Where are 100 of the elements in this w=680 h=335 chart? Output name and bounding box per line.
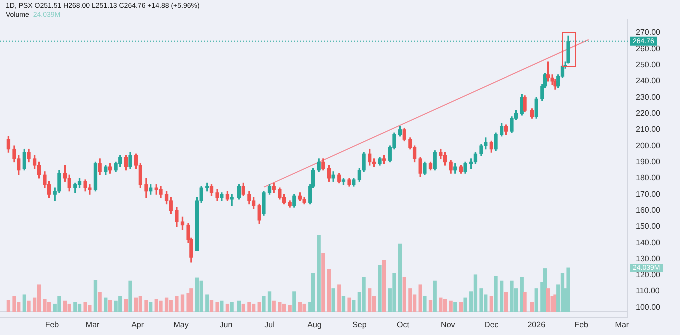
y-tick-label: 260.00: [636, 44, 662, 54]
bar: [22, 294, 26, 312]
bar: [322, 253, 326, 312]
y-tick-label: 180.00: [636, 174, 662, 183]
bar: [464, 298, 468, 312]
bar: [43, 299, 47, 312]
x-tick-label: 2026: [528, 320, 546, 330]
bar: [332, 288, 336, 312]
y-tick-label: 200.00: [636, 141, 662, 150]
bar: [195, 278, 200, 312]
bar: [382, 260, 386, 312]
bar: [368, 288, 372, 312]
x-tick-label: May: [174, 320, 189, 330]
bar: [63, 300, 68, 312]
bar: [242, 304, 246, 312]
bar: [12, 296, 16, 312]
bar: [317, 235, 321, 312]
bar: [128, 280, 132, 312]
bar: [149, 302, 153, 312]
y-tick-label: 250.00: [636, 60, 662, 70]
y-tick-label: 170.00: [636, 190, 662, 199]
x-tick-label: Jul: [264, 320, 276, 330]
bar: [348, 298, 352, 312]
bar: [258, 302, 262, 312]
bar: [378, 265, 382, 312]
bar: [566, 268, 570, 312]
bar: [272, 300, 276, 312]
bar: [278, 302, 282, 312]
x-tick-label: Mar: [86, 320, 100, 330]
bar: [180, 294, 185, 312]
bar: [530, 302, 534, 312]
bar: [490, 296, 494, 312]
bar: [58, 296, 62, 312]
bar: [230, 302, 234, 312]
bar: [439, 298, 443, 312]
y-tick-label: 190.00: [636, 157, 662, 166]
y-tick-label: 120.00: [636, 270, 662, 280]
y-tick-label: 270.00: [636, 28, 662, 38]
y-tick-label: 130.00: [636, 254, 662, 264]
bar: [398, 244, 402, 312]
bar: [27, 300, 31, 312]
bar: [523, 292, 527, 312]
bar: [302, 304, 306, 312]
bar: [327, 269, 332, 312]
bar: [98, 292, 102, 312]
bar: [68, 304, 72, 312]
bar: [47, 302, 52, 312]
y-tick-label: 150.00: [636, 222, 662, 232]
bar: [104, 298, 108, 312]
bar: [362, 277, 366, 312]
bar: [352, 300, 356, 312]
x-tick-label: Mar: [615, 320, 630, 330]
bar: [534, 288, 538, 312]
bar: [288, 306, 292, 312]
bar: [134, 298, 138, 312]
bar: [200, 280, 204, 312]
x-tick-label: Apr: [132, 320, 144, 330]
bar: [282, 304, 286, 312]
y-tick-label: 220.00: [636, 108, 662, 118]
bar: [226, 304, 230, 312]
bar: [418, 284, 422, 312]
bar: [510, 280, 514, 312]
bar: [504, 292, 508, 312]
x-tick-label: Sep: [352, 320, 368, 330]
bar: [500, 280, 504, 312]
bar: [159, 300, 163, 312]
bar: [268, 292, 272, 312]
x-tick-label: Feb: [574, 320, 590, 330]
bar: [428, 300, 433, 312]
x-tick-label: Nov: [441, 320, 456, 330]
y-tick-label: 110.00: [636, 286, 660, 296]
bar: [144, 300, 148, 312]
bar: [262, 296, 266, 312]
x-tick-label: Jun: [220, 320, 233, 330]
bar: [454, 302, 458, 312]
bar: [546, 288, 550, 312]
bar: [216, 302, 220, 312]
bar: [138, 296, 143, 312]
bar: [433, 280, 437, 312]
bar: [78, 304, 82, 312]
bar: [94, 280, 98, 312]
bar: [220, 300, 224, 312]
y-tick-label: 140.00: [636, 238, 662, 248]
bar: [443, 299, 448, 312]
bar: [408, 288, 412, 312]
bar: [392, 273, 396, 312]
bar: [311, 273, 316, 312]
bar: [298, 302, 302, 312]
bar: [175, 296, 179, 312]
bar: [108, 300, 112, 312]
bar: [114, 300, 118, 312]
bar: [423, 296, 427, 312]
y-tick-label: 100.00: [636, 302, 662, 312]
bar: [494, 276, 498, 312]
y-tick-label: 230.00: [636, 92, 662, 102]
bar: [342, 296, 346, 312]
bar: [474, 274, 478, 312]
bar: [206, 294, 210, 312]
x-tick-label: Feb: [45, 320, 60, 330]
bar: [402, 277, 406, 312]
